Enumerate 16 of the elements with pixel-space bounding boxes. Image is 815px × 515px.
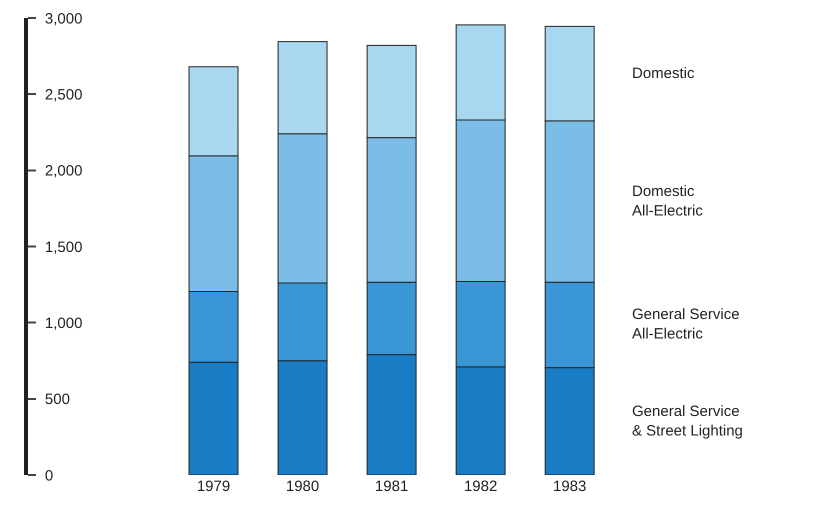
y-tick-label: 1,500 (44, 238, 82, 256)
text: Domestic All-Electric (632, 183, 704, 220)
y-tick-label: 2,500 (44, 86, 82, 104)
y-tick-label: 2,000 (44, 162, 82, 180)
y-tick-label: 1,000 (44, 314, 82, 332)
x-tick-label: 1982 (464, 478, 498, 495)
y-tick-label: 500 (44, 391, 70, 408)
text: Domestic (632, 65, 696, 82)
text: General Service All-Electric (632, 306, 740, 342)
x-tick-label: 1983 (552, 478, 586, 495)
x-tick-label: 1981 (374, 478, 408, 495)
y-tick-label: 0 (44, 467, 54, 484)
text: General Service & Street Lighting (632, 403, 743, 440)
y-tick-label: 3,000 (44, 10, 82, 28)
x-tick-label: 1980 (286, 478, 320, 495)
x-tick-label: 1979 (196, 478, 230, 495)
